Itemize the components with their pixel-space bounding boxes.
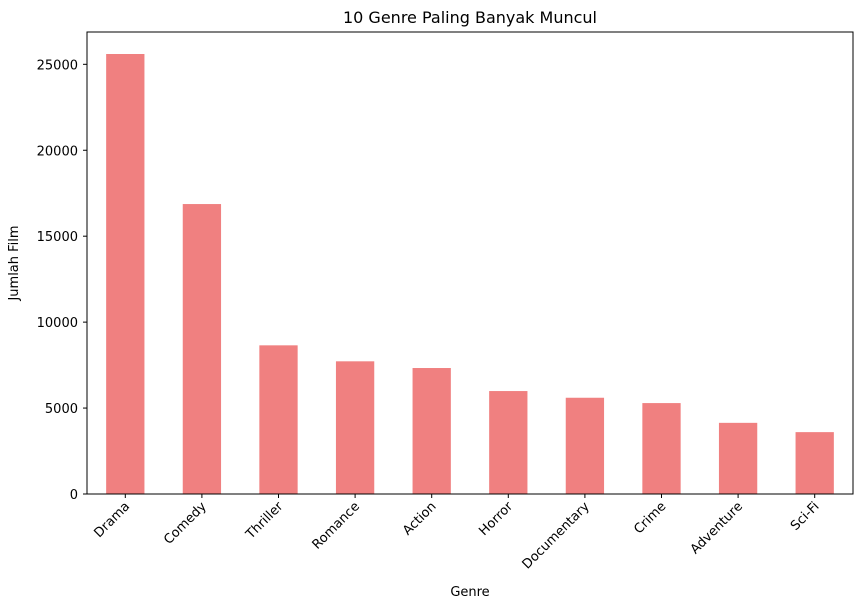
y-tick-label: 5000 [45, 402, 78, 417]
bar-documentary [565, 397, 605, 494]
chart-title: 10 Genre Paling Banyak Muncul [343, 8, 597, 27]
x-tick-label: Documentary [520, 499, 593, 572]
x-tick-label: Adventure [688, 499, 746, 557]
x-tick-label: Comedy [161, 499, 210, 548]
y-tick-label: 15000 [37, 230, 78, 245]
y-axis: 0 5000 10000 15000 20000 25000 [37, 58, 87, 503]
x-tick-label: Romance [310, 499, 363, 552]
x-tick-label: Drama [91, 499, 133, 541]
bar-action [412, 368, 451, 494]
x-tick-label: Thriller [243, 499, 287, 543]
x-axis-label: Genre [450, 585, 489, 600]
x-tick-label: Action [400, 499, 439, 538]
bar-horror [489, 391, 528, 494]
x-tick-label: Horror [476, 499, 516, 539]
bars-group [106, 54, 834, 494]
y-tick-label: 25000 [37, 58, 78, 73]
bar-crime [642, 403, 681, 494]
bar-comedy [182, 204, 222, 494]
bar-adventure [718, 422, 758, 494]
x-tick-label: Crime [631, 499, 669, 537]
y-tick-label: 20000 [37, 144, 78, 159]
bar-drama [106, 54, 145, 494]
bar-sci-fi [795, 432, 834, 494]
y-tick-label: 10000 [37, 316, 78, 331]
y-axis-label: Jumlah Film [7, 225, 22, 301]
bar-thriller [259, 345, 298, 494]
x-tick-label: Sci-Fi [788, 499, 823, 534]
plot-frame [86, 31, 854, 495]
bar-romance [335, 361, 375, 494]
y-tick-label: 0 [70, 488, 78, 503]
x-axis: Drama Comedy Thriller Romance Action Horror Do… [91, 494, 823, 572]
